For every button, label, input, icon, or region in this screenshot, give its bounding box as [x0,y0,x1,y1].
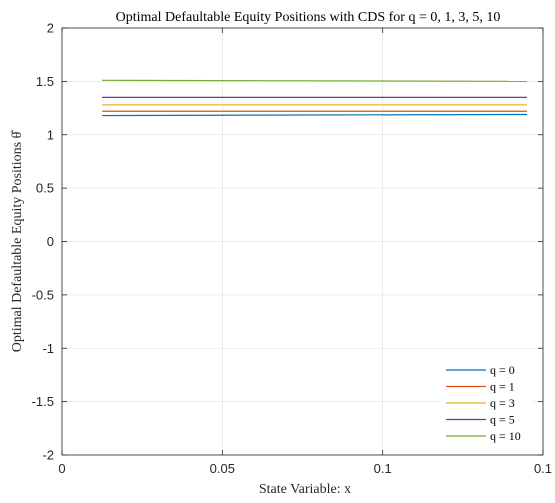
series-lines [102,79,527,117]
series-line-q-0 [102,113,527,117]
x-tick-label: 0.1 [374,461,392,476]
y-axis-label: Optimal Defaultable Equity Positions θ̂ [10,129,25,353]
y-tick-label: 2 [47,21,54,36]
y-tick-label: -0.5 [32,287,54,302]
y-tick-label: -2 [42,448,54,463]
x-axis-label: State Variable: x [259,482,351,497]
y-tick-label: 1.5 [36,74,54,89]
x-tick-label: 0 [58,461,65,476]
legend: q = 0 q = 1 q = 3 q = 5 q = 10 [440,363,532,443]
y-tick-label: -1.5 [32,394,54,409]
y-tick-label: 0 [47,234,54,249]
x-tick-label: 0.1 [534,461,552,476]
chart-title: Optimal Defaultable Equity Positions wit… [116,10,501,25]
legend-label: q = 1 [490,380,515,394]
y-tick-label: 1 [47,127,54,142]
legend-box [440,363,532,441]
series-line-q-10 [102,79,527,82]
legend-label: q = 5 [490,413,515,427]
legend-label: q = 0 [490,363,515,377]
x-tick-label: 0.05 [210,461,235,476]
grid-lines [61,27,544,456]
y-tick-label: -1 [42,341,54,356]
legend-label: q = 3 [490,396,515,410]
axis-ticks: 0 0.05 0.1 0.1 -2 -1.5 -1 -0.5 0 0.5 1 1.5 2 [32,21,552,477]
y-tick-label: 0.5 [36,181,54,196]
legend-label: q = 10 [490,429,521,443]
